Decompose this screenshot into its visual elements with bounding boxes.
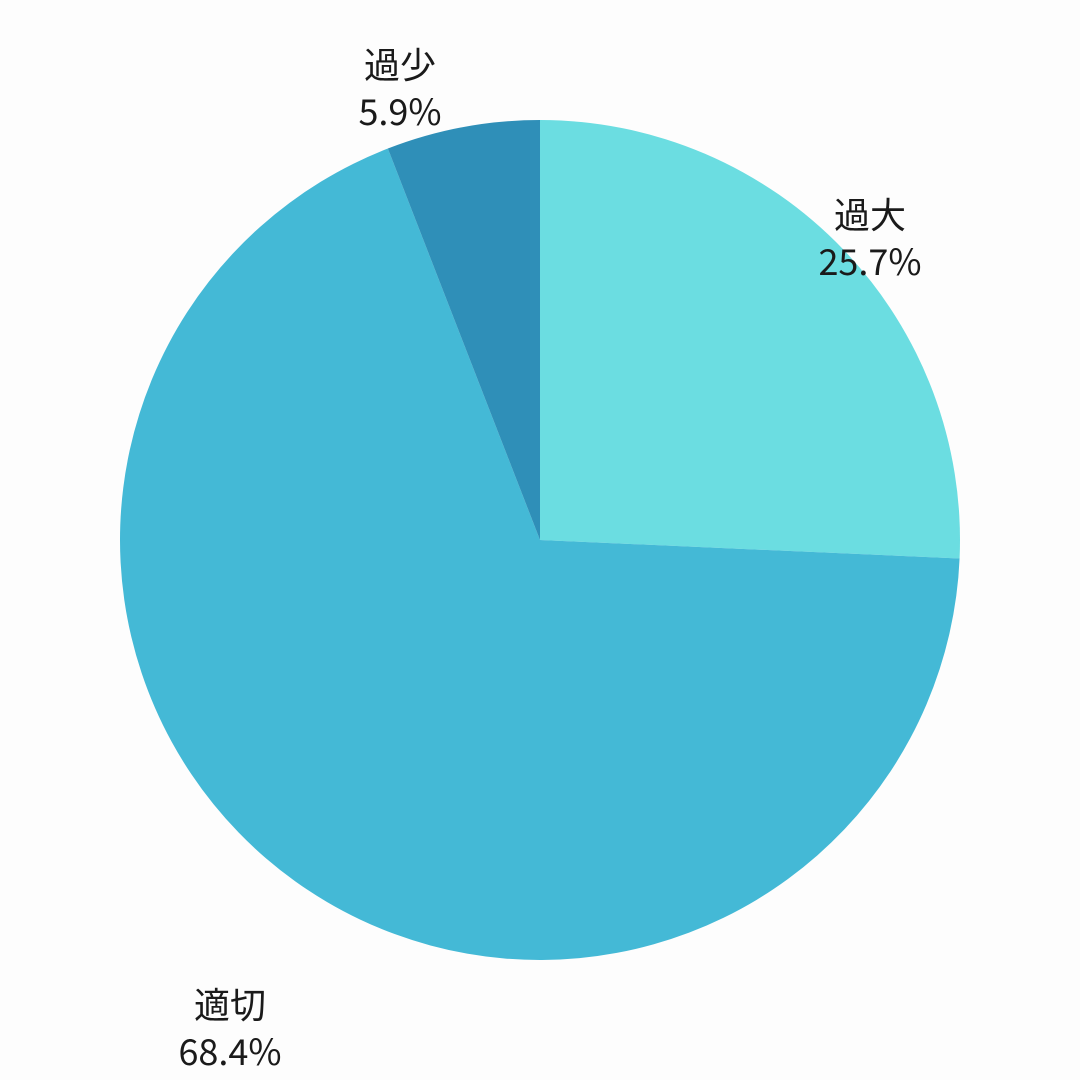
slice-label-0-pct: 25.7% bbox=[818, 237, 921, 284]
pie-chart-svg bbox=[0, 0, 1080, 1080]
slice-label-1-name: 適切 bbox=[178, 980, 281, 1027]
pie-chart-container: 過大 25.7% 適切 68.4% 過少 5.9% bbox=[0, 0, 1080, 1080]
slice-label-2-pct: 5.9% bbox=[358, 87, 441, 134]
slice-label-1-pct: 68.4% bbox=[178, 1027, 281, 1074]
slice-label-0-name: 過大 bbox=[818, 190, 921, 237]
slice-label-0: 過大 25.7% bbox=[818, 190, 921, 284]
slice-label-2-name: 過少 bbox=[358, 40, 441, 87]
slice-label-1: 適切 68.4% bbox=[178, 980, 281, 1074]
slice-label-2: 過少 5.9% bbox=[358, 40, 441, 134]
pie-slice-0 bbox=[540, 120, 960, 558]
